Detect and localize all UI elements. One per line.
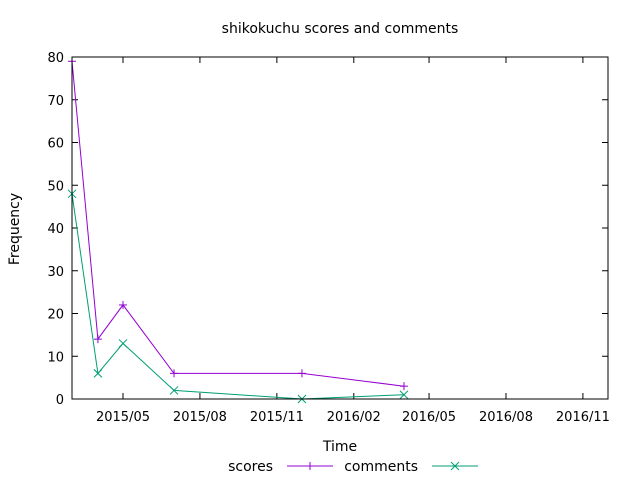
x-axis-title: Time	[322, 439, 357, 455]
x-tick-label: 2016/08	[479, 410, 533, 425]
x-tick-label: 2015/11	[250, 410, 304, 425]
legend: scores comments	[228, 459, 478, 475]
y-tick-label: 80	[47, 51, 64, 66]
y-axis-title: Frequency	[7, 193, 23, 265]
x-tick-label: 2015/08	[173, 410, 227, 425]
x-tick-label: 2016/05	[402, 410, 456, 425]
series-layer	[67, 57, 409, 404]
y-tick-label: 70	[47, 94, 64, 109]
chart-title: shikokuchu scores and comments	[222, 21, 459, 37]
y-tick-label: 60	[47, 137, 64, 152]
series-line-comments	[71, 193, 405, 400]
data-point-scores	[297, 369, 306, 378]
plot-frame	[71, 56, 609, 400]
axes: 0 10 20 30 40 50 60 70 80 2015/05 2015/08 2015/11 20…	[47, 51, 609, 425]
series-line-scores	[71, 61, 405, 387]
data-point-scores	[119, 300, 128, 309]
x-tick-label: 2015/05	[96, 410, 150, 425]
y-tick-label: 0	[56, 393, 64, 408]
y-tick-label: 50	[47, 179, 64, 194]
data-point-comments	[399, 390, 409, 400]
legend-marker-scores	[306, 462, 314, 470]
y-tick-label: 40	[47, 222, 64, 237]
x-tick-label: 2016/11	[556, 410, 610, 425]
y-tick-label: 10	[47, 350, 64, 365]
data-point-scores	[93, 335, 102, 344]
data-point-scores	[170, 369, 179, 378]
y-tick-label: 30	[47, 265, 64, 280]
y-tick-label: 20	[47, 308, 64, 323]
data-point-comments	[169, 386, 179, 395]
legend-label-comments: comments	[344, 459, 418, 475]
legend-label-scores: scores	[228, 459, 273, 475]
data-point-comments	[118, 339, 128, 348]
x-tick-label: 2016/02	[327, 410, 381, 425]
legend-marker-comments	[450, 461, 460, 471]
data-point-scores	[399, 382, 408, 391]
data-point-comments	[93, 368, 103, 378]
